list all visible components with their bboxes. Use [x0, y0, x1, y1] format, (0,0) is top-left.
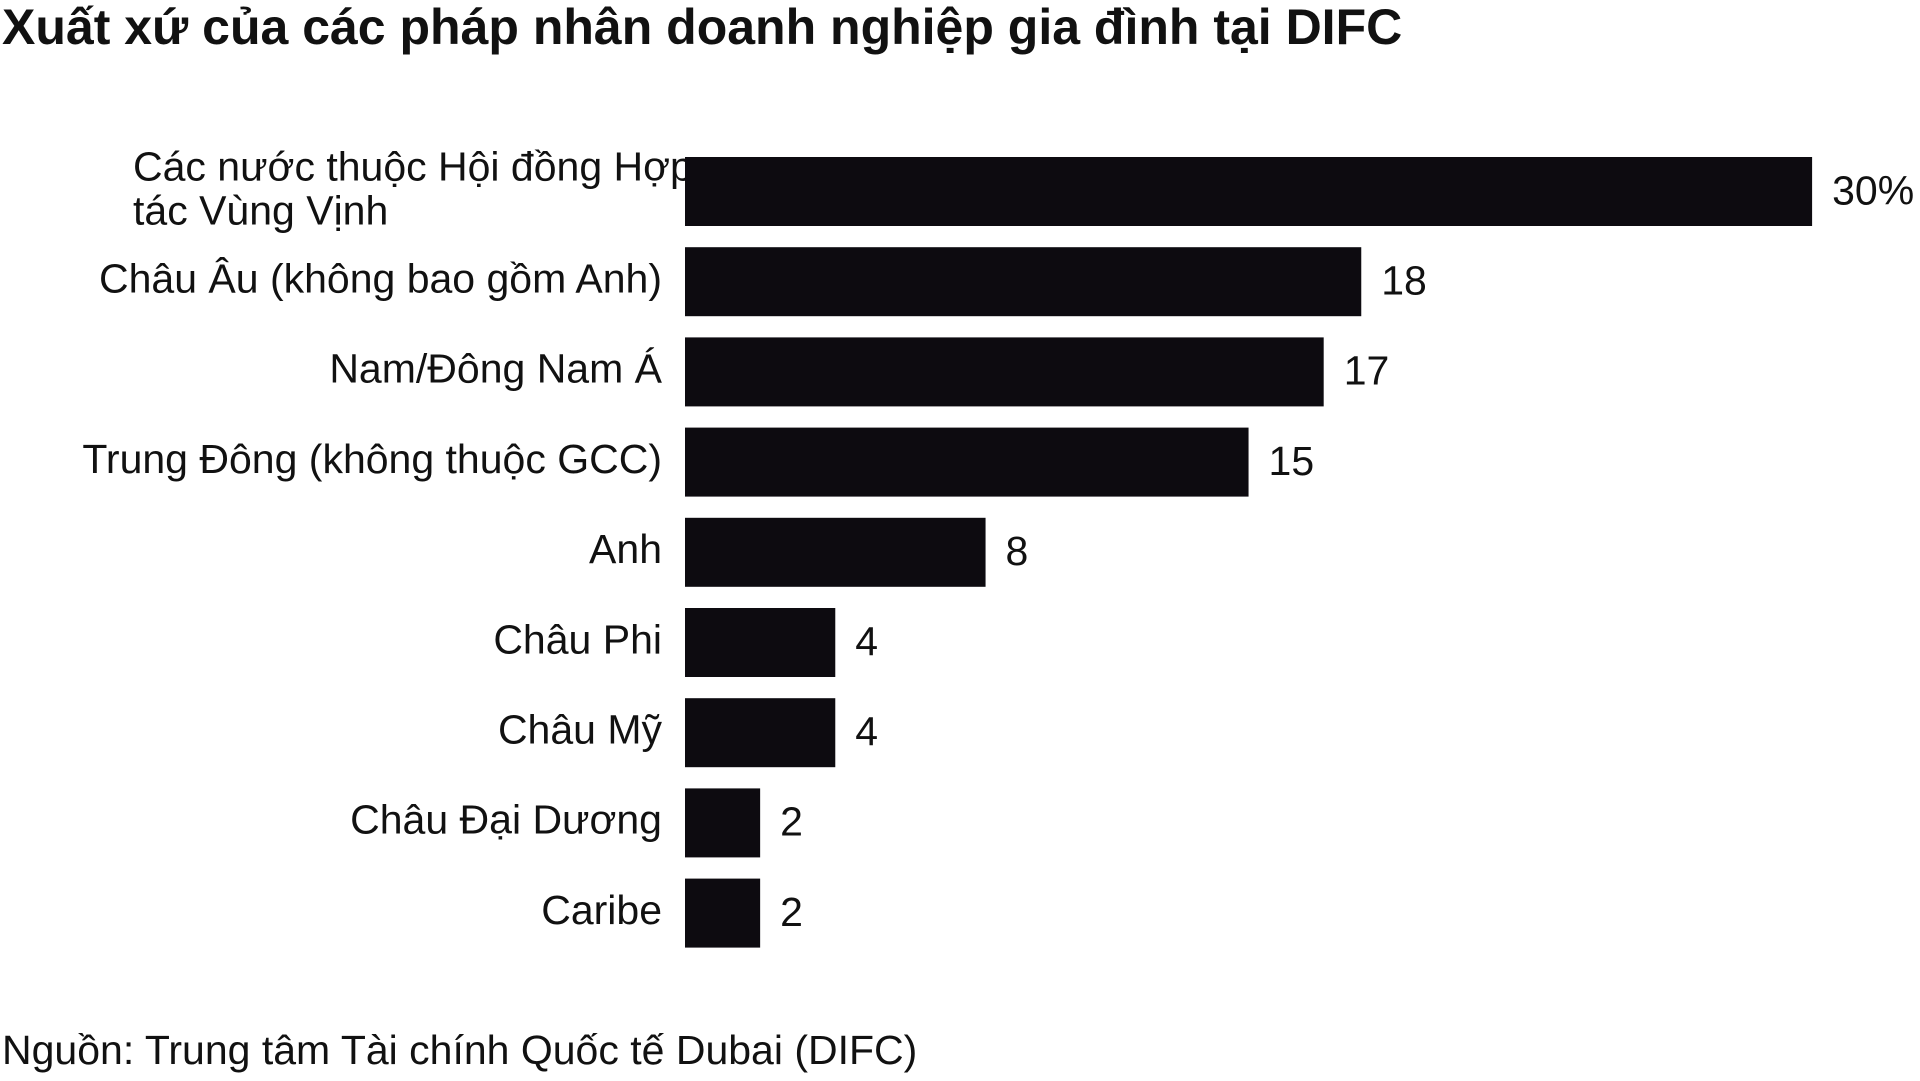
- category-label: Châu Âu (không bao gồm Anh): [99, 256, 662, 302]
- bar: [685, 157, 1813, 226]
- category-label: Các nước thuộc Hội đồng Hợp tác Vùng Vịnh: [133, 143, 693, 233]
- category-label: Châu Mỹ: [498, 707, 663, 753]
- value-label: 17: [1344, 348, 1390, 394]
- bar: [685, 788, 761, 858]
- value-label: 2: [780, 889, 803, 935]
- value-label: 30%: [1832, 167, 1914, 213]
- value-label: 4: [855, 709, 878, 755]
- category-label: Trung Đông (không thuộc GCC): [82, 436, 662, 482]
- category-label: Nam/Đông Nam Á: [329, 346, 662, 392]
- bar: [685, 878, 761, 948]
- value-label: 18: [1381, 258, 1427, 304]
- category-label: Châu Phi: [493, 616, 662, 662]
- bar: [685, 337, 1324, 407]
- bar: [685, 427, 1249, 497]
- bar: [685, 698, 836, 768]
- value-label: 8: [1006, 528, 1029, 574]
- category-label: Caribe: [541, 887, 662, 933]
- bar: [685, 247, 1362, 317]
- bar: [685, 517, 986, 587]
- value-label: 4: [855, 618, 878, 664]
- category-label: Châu Đại Dương: [350, 797, 662, 843]
- chart-title: Xuất xứ của các pháp nhân doanh nghiệp g…: [2, 0, 1402, 55]
- value-label: 2: [780, 799, 803, 845]
- source-note: Nguồn: Trung tâm Tài chính Quốc tế Dubai…: [2, 1027, 917, 1073]
- value-label: 15: [1269, 438, 1315, 484]
- bar: [685, 608, 836, 677]
- category-label: Anh: [589, 526, 662, 572]
